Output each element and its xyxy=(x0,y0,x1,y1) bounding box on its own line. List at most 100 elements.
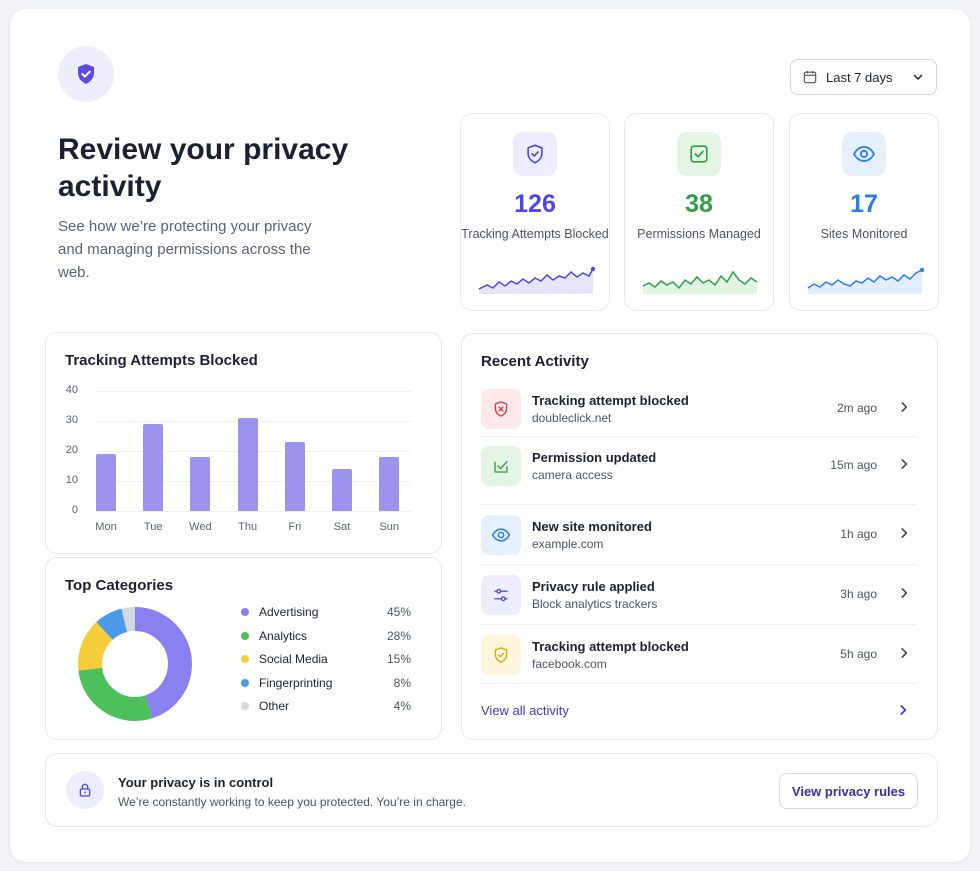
activity-time: 3h ago xyxy=(840,587,877,601)
chevron-right-icon xyxy=(901,528,908,538)
y-tick-label: 10 xyxy=(65,474,78,486)
tracking-chart-card: Tracking Attempts Blocked 0 10 20 30 40 Mon Tu… xyxy=(45,332,442,554)
activity-item[interactable]: Tracking attempt blocked facebook.com 5h… xyxy=(481,625,917,685)
chart-title: Tracking Attempts Blocked xyxy=(65,352,258,369)
chevron-right-icon xyxy=(901,648,908,658)
recent-activity-card: Recent Activity Tracking attempt blocked… xyxy=(461,333,938,740)
x-tick-label: Sun xyxy=(379,521,399,533)
y-tick-label: 20 xyxy=(65,444,78,456)
activity-detail: Block analytics trackers xyxy=(532,597,658,611)
view-all-activity-link[interactable]: View all activity xyxy=(481,703,569,718)
activity-item[interactable]: Permission updated camera access 15m ago xyxy=(481,436,917,496)
x-tick-label: Sat xyxy=(333,521,351,533)
activity-title: Recent Activity xyxy=(481,353,589,370)
stat-card-tracking[interactable]: 126 Tracking Attempts Blocked xyxy=(460,113,610,311)
activity-icon-box xyxy=(481,389,521,429)
divider xyxy=(481,504,917,505)
legend-item: Analytics 28% xyxy=(241,627,411,645)
activity-time: 15m ago xyxy=(830,458,877,472)
stat-card-sites[interactable]: 17 Sites Monitored xyxy=(789,113,939,311)
activity-icon-box xyxy=(481,446,521,486)
calendar-icon xyxy=(803,70,817,84)
x-tick-label: Wed xyxy=(189,521,212,533)
donut-chart xyxy=(78,607,192,721)
legend-value: 4% xyxy=(393,699,411,714)
gridline xyxy=(96,511,411,512)
activity-icon-box xyxy=(481,515,521,555)
shield-x-icon xyxy=(494,401,508,417)
stat-icon-box xyxy=(677,132,721,176)
activity-title: Tracking attempt blocked xyxy=(532,393,689,408)
divider xyxy=(481,436,917,437)
eye-icon xyxy=(491,528,511,542)
date-range-select[interactable]: Last 7 days xyxy=(790,59,937,95)
activity-item[interactable]: New site monitored example.com 1h ago xyxy=(481,505,917,565)
date-range-label: Last 7 days xyxy=(826,69,893,85)
shield-check-icon xyxy=(527,144,543,164)
activity-icon-box xyxy=(481,575,521,615)
view-privacy-rules-button[interactable]: View privacy rules xyxy=(779,773,918,809)
activity-item[interactable]: Tracking attempt blocked doubleclick.net… xyxy=(481,379,917,439)
donut-slice xyxy=(78,607,192,721)
divider xyxy=(481,564,917,565)
donut-slice xyxy=(78,607,192,721)
legend-dot xyxy=(241,655,249,664)
chevron-right-icon xyxy=(901,402,908,412)
bar xyxy=(190,457,211,511)
bar xyxy=(143,424,164,511)
x-tick-label: Mon xyxy=(95,521,117,533)
stat-icon-box xyxy=(513,132,557,176)
dashboard-panel: Review your privacy activity See how we’… xyxy=(10,9,970,862)
stat-label: Tracking Attempts Blocked xyxy=(461,227,609,241)
stat-label: Sites Monitored xyxy=(820,227,908,241)
legend-dot xyxy=(241,631,249,640)
legend-value: 15% xyxy=(386,652,411,667)
x-tick-label: Thu xyxy=(238,521,258,533)
activity-detail: example.com xyxy=(532,537,604,551)
bar xyxy=(379,457,400,511)
legend-dot xyxy=(241,678,249,687)
categories-card: Top Categories Advertising 45% Analytics 28… xyxy=(45,557,442,740)
y-tick-label: 0 xyxy=(71,504,78,516)
stat-value: 126 xyxy=(514,190,556,218)
stat-label: Permissions Managed xyxy=(637,227,761,241)
legend-item: Social Media 15% xyxy=(241,650,411,668)
chevron-right-icon xyxy=(901,588,908,598)
activity-time: 2m ago xyxy=(836,401,877,415)
legend-label: Analytics xyxy=(259,628,308,643)
sparkline-permissions xyxy=(642,270,758,294)
y-tick-label: 40 xyxy=(65,384,78,396)
shield-check-icon xyxy=(78,64,94,84)
divider xyxy=(481,624,917,625)
activity-title: Tracking attempt blocked xyxy=(532,639,689,654)
stat-card-permissions[interactable]: 38 Permissions Managed xyxy=(624,113,774,311)
eye-icon xyxy=(853,146,875,162)
activity-icon-box xyxy=(481,635,521,675)
bar xyxy=(284,442,305,511)
legend-item: Advertising 45% xyxy=(241,603,411,621)
shield-check-icon xyxy=(494,647,508,663)
checkbox-icon xyxy=(690,145,708,163)
activity-title: Permission updated xyxy=(532,450,657,465)
bar xyxy=(96,454,116,511)
activity-detail: doubleclick.net xyxy=(532,411,612,425)
legend-value: 28% xyxy=(386,628,411,643)
activity-title: Privacy rule applied xyxy=(532,579,655,594)
banner-title: Your privacy is in control xyxy=(118,775,274,790)
legend-value: 45% xyxy=(386,605,411,619)
check-square-icon xyxy=(494,460,508,473)
legend-label: Social Media xyxy=(259,652,328,667)
stat-value: 38 xyxy=(685,190,713,218)
page-title: Review your privacy activity xyxy=(58,133,349,203)
page-subtitle: See how we’re protecting your privacy an… xyxy=(58,218,312,281)
banner-subtitle: We’re constantly working to keep you pro… xyxy=(118,795,466,809)
chevron-right-icon[interactable] xyxy=(896,703,910,717)
legend-item: Fingerprinting 8% xyxy=(241,674,411,692)
activity-detail: camera access xyxy=(532,468,613,482)
sparkline-sites xyxy=(807,267,924,294)
lock-icon xyxy=(79,783,91,797)
donut-slice xyxy=(78,607,192,721)
activity-item[interactable]: Privacy rule applied Block analytics tra… xyxy=(481,565,917,625)
bar xyxy=(237,418,258,511)
legend-value: 8% xyxy=(393,675,411,690)
